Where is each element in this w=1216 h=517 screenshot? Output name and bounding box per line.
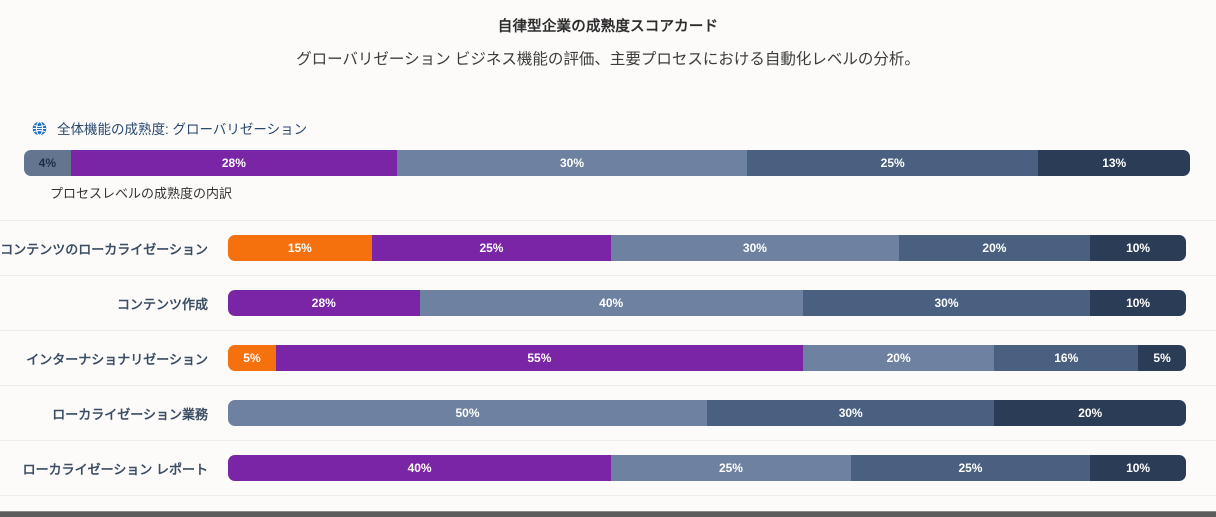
process-row-label: コンテンツのローカライゼーション xyxy=(0,241,208,257)
segment-percent-label: 28% xyxy=(311,296,336,310)
segment-percent-label: 5% xyxy=(243,351,261,365)
segment-percent-label: 25% xyxy=(718,461,743,475)
segment-percent-label: 20% xyxy=(1078,406,1103,420)
maturity-scorecard-page: 自律型企業の成熟度スコアカード グローバリゼーション ビジネス機能の評価、主要プ… xyxy=(0,19,1216,517)
bar-segment-purple: 55% xyxy=(275,345,803,371)
bar-segment-navy: 13% xyxy=(1038,150,1190,176)
segment-percent-label: 5% xyxy=(1153,351,1171,365)
segment-percent-label: 10% xyxy=(1126,296,1151,310)
overall-section-label: 全体機能の成熟度: グローバリゼーション xyxy=(57,122,308,137)
process-row-label: ローカライゼーション業務 xyxy=(52,406,208,422)
process-rows: コンテンツのローカライゼーション 15% 25% 30% 20% 10% コンテンツ作成 28… xyxy=(0,220,1216,496)
segment-percent-label: 50% xyxy=(455,406,480,420)
segment-percent-label: 16% xyxy=(1054,351,1079,365)
globe-icon xyxy=(32,120,47,136)
process-stacked-bar: 5% 55% 20% 16% 5% xyxy=(228,345,1186,371)
segment-percent-label: 25% xyxy=(880,156,905,170)
process-row: インターナショナリゼーション 5% 55% 20% 16% 5% xyxy=(0,330,1216,385)
bar-segment-slate_med: 30% xyxy=(707,400,995,426)
segment-percent-label: 40% xyxy=(407,461,432,475)
bar-segment-gray: 4% xyxy=(24,150,71,176)
process-row: コンテンツのローカライゼーション 15% 25% 30% 20% 10% xyxy=(0,220,1216,275)
segment-percent-label: 40% xyxy=(599,296,624,310)
process-stacked-bar: 28% 40% 30% 10% xyxy=(228,290,1186,316)
overall-section-header: 全体機能の成熟度: グローバリゼーション xyxy=(32,118,1216,138)
bar-segment-slate_light: 20% xyxy=(802,345,995,371)
segment-percent-label: 15% xyxy=(287,241,312,255)
segment-percent-label: 13% xyxy=(1102,156,1127,170)
overall-stacked-bar: 4% 28% 30% 25% 13% xyxy=(24,150,1190,176)
process-row: ローカライゼーション業務 50% 30% 20% xyxy=(0,385,1216,440)
segment-percent-label: 20% xyxy=(982,241,1007,255)
bar-segment-slate_light: 30% xyxy=(611,235,899,261)
process-row-label: ローカライゼーション レポート xyxy=(22,461,208,477)
bar-segment-orange: 15% xyxy=(228,235,372,261)
segment-percent-label: 30% xyxy=(934,296,959,310)
breakdown-title: プロセスレベルの成熟度の内訳 xyxy=(50,186,233,201)
process-row-label: コンテンツ作成 xyxy=(116,296,208,312)
bar-segment-slate_med: 30% xyxy=(802,290,1091,316)
bar-segment-navy: 10% xyxy=(1090,290,1186,316)
page-title: 自律型企業の成熟度スコアカード xyxy=(497,19,719,35)
segment-percent-label: 10% xyxy=(1126,241,1151,255)
bar-segment-orange: 5% xyxy=(228,345,276,371)
bar-segment-slate_med: 20% xyxy=(898,235,1091,261)
bar-segment-slate_light: 40% xyxy=(419,290,803,316)
segment-percent-label: 30% xyxy=(560,156,585,170)
process-row-label: インターナショナリゼーション xyxy=(26,351,208,367)
bar-segment-slate_light: 25% xyxy=(611,455,851,481)
bar-segment-purple: 40% xyxy=(228,455,612,481)
segment-percent-label: 28% xyxy=(221,156,246,170)
bar-segment-slate_med: 25% xyxy=(746,150,1039,176)
segment-percent-label: 10% xyxy=(1126,461,1151,475)
segment-percent-label: 30% xyxy=(742,241,767,255)
segment-percent-label: 30% xyxy=(838,406,863,420)
process-stacked-bar: 40% 25% 25% 10% xyxy=(228,455,1186,481)
bar-segment-slate_light: 30% xyxy=(397,150,747,176)
bar-segment-navy: 10% xyxy=(1090,455,1186,481)
process-row: ローカライゼーション レポート 40% 25% 25% 10% xyxy=(0,440,1216,495)
process-stacked-bar: 50% 30% 20% xyxy=(228,400,1186,426)
bar-segment-purple: 28% xyxy=(228,290,420,316)
bar-segment-navy: 20% xyxy=(994,400,1186,426)
bar-segment-navy: 10% xyxy=(1090,235,1186,261)
bar-segment-slate_med: 16% xyxy=(994,345,1139,371)
segment-percent-label: 55% xyxy=(527,351,552,365)
bar-segment-navy: 5% xyxy=(1138,345,1186,371)
window-bottom-edge xyxy=(0,511,1216,517)
segment-percent-label: 25% xyxy=(479,241,504,255)
segment-percent-label: 20% xyxy=(886,351,911,365)
bar-segment-slate_med: 25% xyxy=(850,455,1091,481)
process-stacked-bar: 15% 25% 30% 20% 10% xyxy=(228,235,1186,261)
overall-maturity-bar-wrap: 4% 28% 30% 25% 13% xyxy=(24,150,1190,176)
segment-percent-label: 4% xyxy=(38,156,56,170)
bar-segment-slate_light: 50% xyxy=(228,400,707,426)
bar-segment-purple: 25% xyxy=(371,235,612,261)
page-subtitle: グローバリゼーション ビジネス機能の評価、主要プロセスにおける自動化レベルの分析… xyxy=(296,51,920,68)
process-row: コンテンツ作成 28% 40% 30% 10% xyxy=(0,275,1216,330)
bar-segment-purple: 28% xyxy=(70,150,398,176)
segment-percent-label: 25% xyxy=(958,461,983,475)
